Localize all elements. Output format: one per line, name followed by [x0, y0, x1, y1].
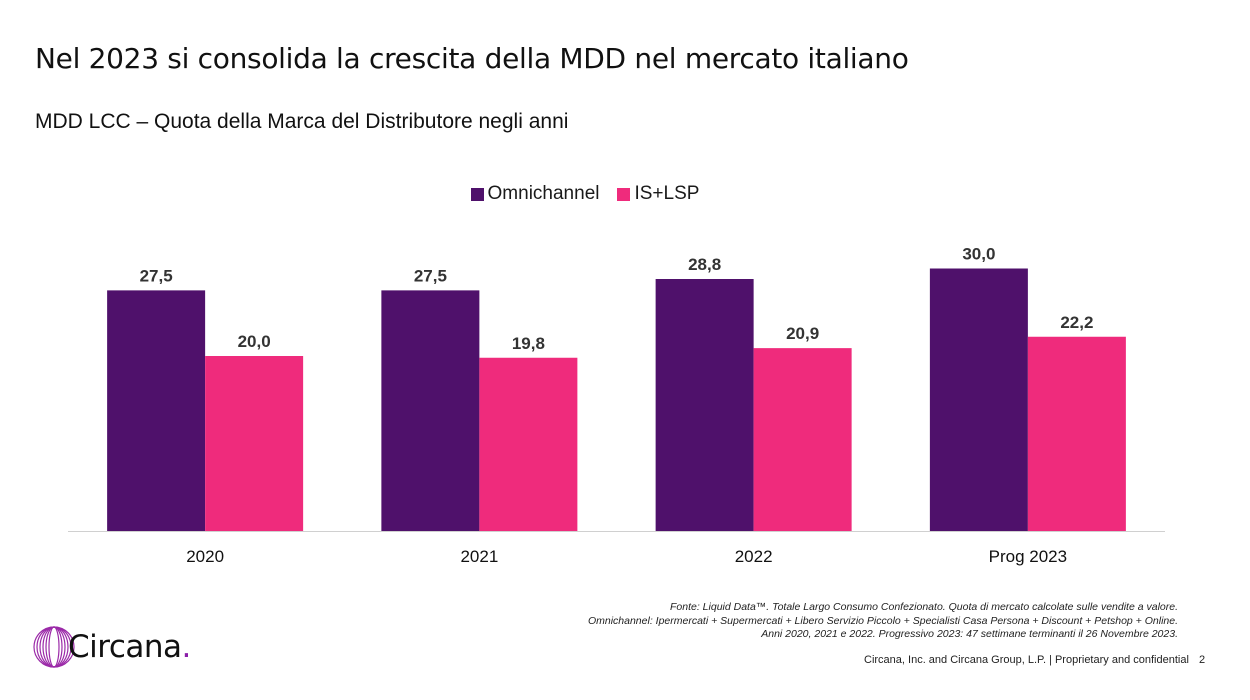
circana-logo-mark-icon [33, 626, 75, 668]
footnote-line-periods: Anni 2020, 2021 e 2022. Progressivo 2023… [761, 628, 1178, 640]
x-tick-label: Prog 2023 [989, 547, 1067, 566]
legend-item-omnichannel: Omnichannel [470, 183, 600, 205]
bar-is-lsp [753, 348, 852, 531]
chart-subtitle: MDD LCC – Quota della Marca del Distribu… [35, 110, 569, 133]
x-tick-label: 2022 [735, 547, 773, 566]
source-footnote: Fonte: Liquid Data™. Totale Largo Consum… [588, 601, 1178, 642]
circana-logo: Circana. [32, 625, 191, 669]
data-label: 30,0 [962, 245, 995, 264]
data-label: 19,8 [512, 334, 545, 353]
bar-omnichannel [929, 268, 1028, 531]
bar-is-lsp [1027, 336, 1126, 531]
circana-wordmark: Circana. [68, 629, 191, 665]
footnote-line-omnichannel: Omnichannel: Ipermercati + Supermercati … [587, 614, 1178, 627]
legend-swatch-omnichannel [470, 187, 484, 201]
bar-is-lsp [205, 356, 304, 531]
legend-label-omnichannel: Omnichannel [487, 183, 600, 204]
legend-item-is-lsp: IS+LSP [617, 183, 699, 205]
bar-is-lsp [479, 357, 578, 531]
data-label: 20,9 [786, 324, 819, 343]
logo-text: Circana [68, 629, 182, 665]
slide-title: Nel 2023 si consolida la crescita della … [35, 42, 909, 75]
bar-omnichannel [381, 290, 480, 531]
page-number: 2 [1199, 654, 1206, 666]
data-label: 22,2 [1060, 313, 1093, 332]
x-tick-label: 2020 [186, 547, 224, 566]
data-label: 27,5 [140, 266, 173, 285]
data-label: 20,0 [238, 332, 271, 351]
chart-legend: Omnichannel IS+LSP [0, 183, 1210, 205]
legend-label-is-lsp: IS+LSP [634, 183, 700, 204]
footnote-line-source: Fonte: Liquid Data™. Totale Largo Consum… [670, 601, 1178, 613]
x-tick-label: 2021 [460, 547, 498, 566]
bar-omnichannel [107, 290, 206, 531]
legend-swatch-is-lsp [617, 187, 631, 201]
data-label: 28,8 [688, 255, 721, 274]
data-label: 27,5 [414, 266, 447, 285]
bar-omnichannel [655, 279, 754, 531]
logo-dot: . [181, 629, 192, 665]
confidential-notice: Circana, Inc. and Circana Group, L.P. | … [864, 654, 1189, 666]
